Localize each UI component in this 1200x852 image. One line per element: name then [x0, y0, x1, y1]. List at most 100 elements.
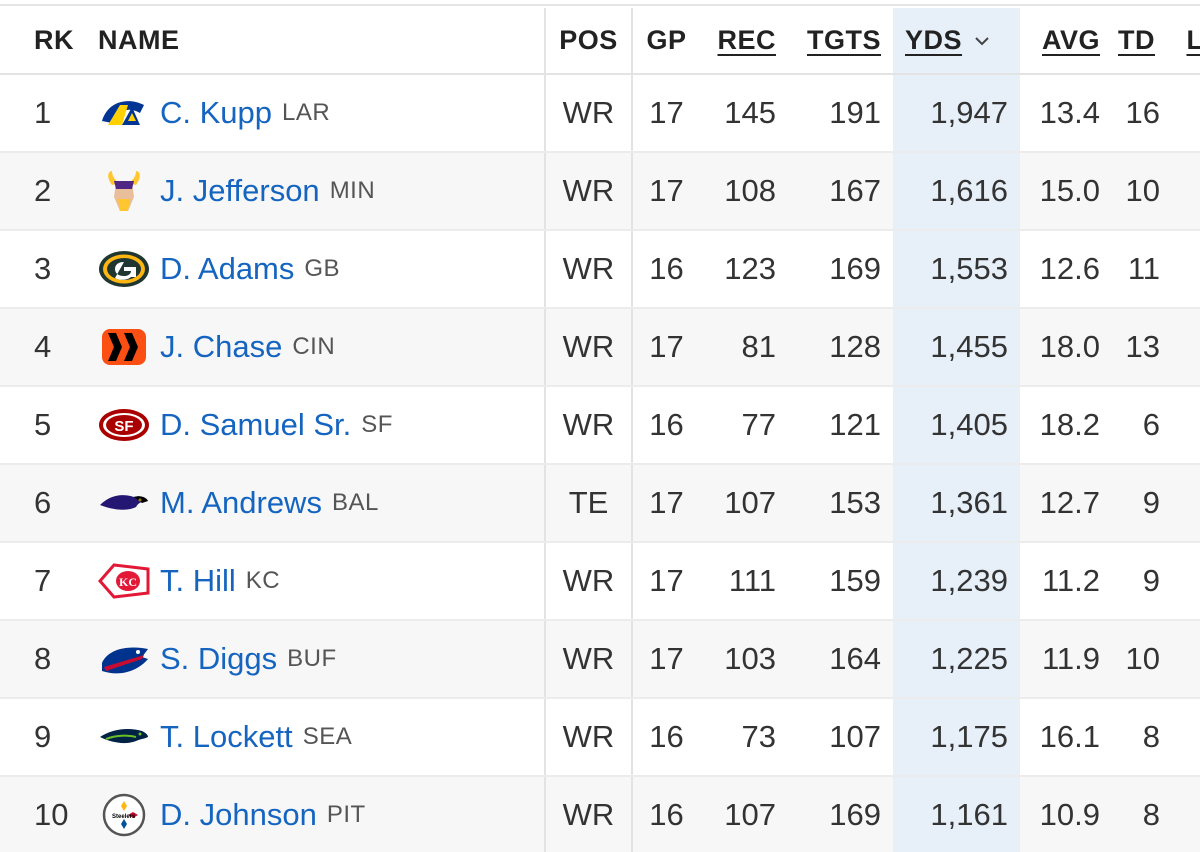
team-abbr: PIT [326, 801, 366, 828]
table-row: 7 KC T. Hill KC WR 17 111 159 1,239 11.2 9 [0, 542, 1200, 621]
player-name-link[interactable]: C. Kupp [160, 95, 273, 130]
table-row: 6 M. Andrews BAL TE 17 107 153 1,361 12.7 9 [0, 464, 1200, 543]
team-abbr: BAL [331, 489, 379, 516]
td-cell: 8 [1112, 698, 1170, 777]
header-avg[interactable]: AVG [1020, 8, 1112, 75]
tgts-cell: 153 [788, 464, 893, 543]
pos-cell: WR [545, 230, 633, 309]
rec-cell: 81 [700, 308, 788, 387]
td-cell: 10 [1112, 620, 1170, 699]
rams-logo-icon [98, 91, 150, 135]
rec-cell: 77 [700, 386, 788, 465]
rank-cell: 9 [0, 698, 92, 777]
header-td[interactable]: TD [1112, 8, 1170, 75]
gp-cell: 16 [632, 698, 700, 777]
player-name-link[interactable]: J. Chase [160, 329, 283, 364]
td-cell: 11 [1112, 230, 1170, 309]
tgts-cell: 169 [788, 230, 893, 309]
player-cell: Steelers D. Johnson PIT [92, 776, 546, 852]
yds-cell: 1,239 [893, 542, 1020, 621]
player-name-link[interactable]: M. Andrews [160, 485, 322, 520]
pos-cell: WR [545, 620, 633, 699]
rank-cell: 4 [0, 308, 92, 387]
table-row: 5 SF D. Samuel Sr. SF WR 16 77 121 1,405 18.2 6 [0, 386, 1200, 465]
header-tgts-label: TGTS [807, 25, 881, 55]
avg-cell: 18.0 [1020, 308, 1112, 387]
rec-cell: 123 [700, 230, 788, 309]
header-avg-label: AVG [1041, 25, 1100, 55]
player-name-link[interactable]: J. Jefferson [160, 173, 320, 208]
gp-cell: 16 [632, 230, 700, 309]
table-row: 10 Steelers D. Johnson PIT WR 16 107 169 1,161 10… [0, 776, 1200, 852]
player-name-link[interactable]: T. Lockett [160, 719, 293, 754]
yds-cell: 1,947 [893, 74, 1020, 153]
avg-cell: 15.0 [1020, 152, 1112, 231]
td-cell: 10 [1112, 152, 1170, 231]
player-cell: SF D. Samuel Sr. SF [92, 386, 546, 465]
player-name-link[interactable]: T. Hill [160, 563, 236, 598]
rank-cell: 5 [0, 386, 92, 465]
header-gp: GP [632, 8, 700, 75]
player-cell: D. Adams GB [92, 230, 546, 309]
rank-cell: 7 [0, 542, 92, 621]
player-cell: J. Jefferson MIN [92, 152, 546, 231]
player-name-link[interactable]: D. Samuel Sr. [160, 407, 352, 442]
gp-cell: 17 [632, 152, 700, 231]
team-abbr: KC [245, 567, 281, 594]
receiving-leaders-table: RK NAME POS GP REC TGTS YDS AVG TD L 1 C.… [0, 8, 1200, 852]
gp-cell: 17 [632, 74, 700, 153]
td-cell: 6 [1112, 386, 1170, 465]
team-abbr: GB [304, 255, 341, 282]
rank-cell: 6 [0, 464, 92, 543]
player-cell: C. Kupp LAR [92, 74, 546, 153]
team-abbr: SF [361, 411, 393, 438]
player-name-link[interactable]: D. Adams [160, 251, 295, 286]
extra-cell [1170, 776, 1200, 852]
header-pos: POS [545, 8, 633, 75]
pos-cell: TE [545, 464, 633, 543]
seahawks-logo-icon [98, 715, 150, 759]
header-tgts[interactable]: TGTS [788, 8, 893, 75]
rank-cell: 8 [0, 620, 92, 699]
pos-cell: WR [545, 152, 633, 231]
header-yds[interactable]: YDS [893, 8, 1020, 75]
avg-cell: 18.2 [1020, 386, 1112, 465]
avg-cell: 10.9 [1020, 776, 1112, 852]
gp-cell: 17 [632, 542, 700, 621]
player-cell: T. Lockett SEA [92, 698, 546, 777]
header-td-label: TD [1118, 25, 1155, 55]
rank-cell: 2 [0, 152, 92, 231]
pos-cell: WR [545, 776, 633, 852]
td-cell: 16 [1112, 74, 1170, 153]
tgts-cell: 107 [788, 698, 893, 777]
rank-cell: 3 [0, 230, 92, 309]
packers-logo-icon [98, 247, 150, 291]
tgts-cell: 191 [788, 74, 893, 153]
yds-cell: 1,161 [893, 776, 1020, 852]
ravens-logo-icon [98, 481, 150, 525]
rank-cell: 10 [0, 776, 92, 852]
player-cell: M. Andrews BAL [92, 464, 546, 543]
table-row: 2 J. Jefferson MIN WR 17 108 167 1,616 15.0 10 [0, 152, 1200, 231]
table-row: 8 S. Diggs BUF WR 17 103 164 1,225 11.9 10 [0, 620, 1200, 699]
extra-cell [1170, 386, 1200, 465]
header-rk: RK [0, 8, 92, 75]
rec-cell: 103 [700, 620, 788, 699]
tgts-cell: 128 [788, 308, 893, 387]
extra-cell [1170, 464, 1200, 543]
tgts-cell: 121 [788, 386, 893, 465]
player-cell: J. Chase CIN [92, 308, 546, 387]
49ers-logo-icon: SF [98, 403, 150, 447]
svg-text:Steelers: Steelers [112, 814, 136, 820]
header-name: NAME [92, 8, 546, 75]
player-name-link[interactable]: D. Johnson [160, 797, 317, 832]
header-extra[interactable]: L [1170, 8, 1200, 75]
header-rec[interactable]: REC [700, 8, 788, 75]
vikings-logo-icon [98, 169, 150, 213]
avg-cell: 12.7 [1020, 464, 1112, 543]
player-name-link[interactable]: S. Diggs [160, 641, 278, 676]
avg-cell: 16.1 [1020, 698, 1112, 777]
table-row: 4 J. Chase CIN WR 17 81 128 1,455 18.0 13 [0, 308, 1200, 387]
player-cell: KC T. Hill KC [92, 542, 546, 621]
